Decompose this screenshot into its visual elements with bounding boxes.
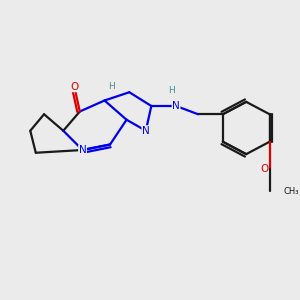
Text: H: H xyxy=(108,82,115,91)
Text: CH₃: CH₃ xyxy=(284,187,299,196)
Text: N: N xyxy=(142,126,150,136)
Text: N: N xyxy=(79,145,86,155)
Text: O: O xyxy=(70,82,78,92)
Text: O: O xyxy=(260,164,268,174)
Text: N: N xyxy=(172,101,180,111)
Text: H: H xyxy=(169,86,175,95)
